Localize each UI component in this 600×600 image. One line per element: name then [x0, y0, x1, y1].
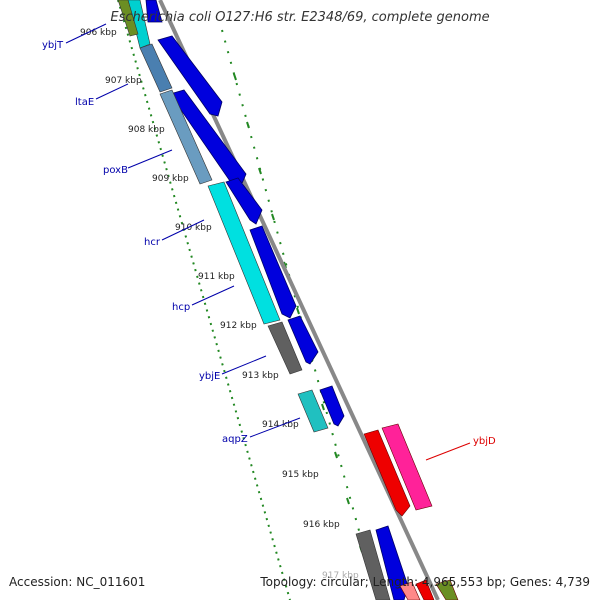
- gene-label-ltaE: ltaE: [75, 97, 94, 108]
- accession-label: Accession: NC_011601: [9, 575, 146, 589]
- ruler-label: 906 kbp: [80, 28, 117, 38]
- outer-dotted-ring: [221, 29, 379, 600]
- gene-label-hcr: hcr: [144, 237, 161, 248]
- gene-label-hcp: hcp: [172, 302, 190, 313]
- ruler-label: 908 kbp: [128, 125, 165, 135]
- gene-label-poxB: poxB: [103, 165, 128, 176]
- ruler-label: 917 kbp: [322, 571, 359, 581]
- genome-title: Escherichia coli O127:H6 str. E2348/69, …: [110, 10, 490, 25]
- gene-label-aqpZ: aqpZ: [222, 434, 248, 445]
- gene-label-ybjE: ybjE: [199, 371, 220, 382]
- gene-label-ybjD: ybjD: [473, 436, 496, 447]
- genome-summary: Topology: circular; Length: 4,965,553 bp…: [260, 575, 590, 589]
- ruler-label: 916 kbp: [303, 520, 340, 530]
- gene-labels: ybjT ltaE poxB hcr hcp ybjE aqpZ ybjD: [42, 40, 496, 447]
- reverse-cds-features: [363, 423, 459, 600]
- gene-leader-lines: [65, 23, 471, 461]
- ruler-label: 912 kbp: [220, 321, 257, 331]
- ruler-label: 911 kbp: [198, 272, 235, 282]
- gene-label-ybjT: ybjT: [42, 40, 64, 51]
- ruler-label: 910 kbp: [175, 223, 212, 233]
- ruler-label: 909 kbp: [152, 174, 189, 184]
- ruler-label: 907 kbp: [105, 76, 142, 86]
- forward-cds-features: [145, 0, 409, 600]
- ruler-label: 915 kbp: [282, 470, 319, 480]
- other-features: [117, 0, 391, 600]
- ruler-label: 913 kbp: [242, 371, 279, 381]
- tick-marks: [233, 73, 363, 553]
